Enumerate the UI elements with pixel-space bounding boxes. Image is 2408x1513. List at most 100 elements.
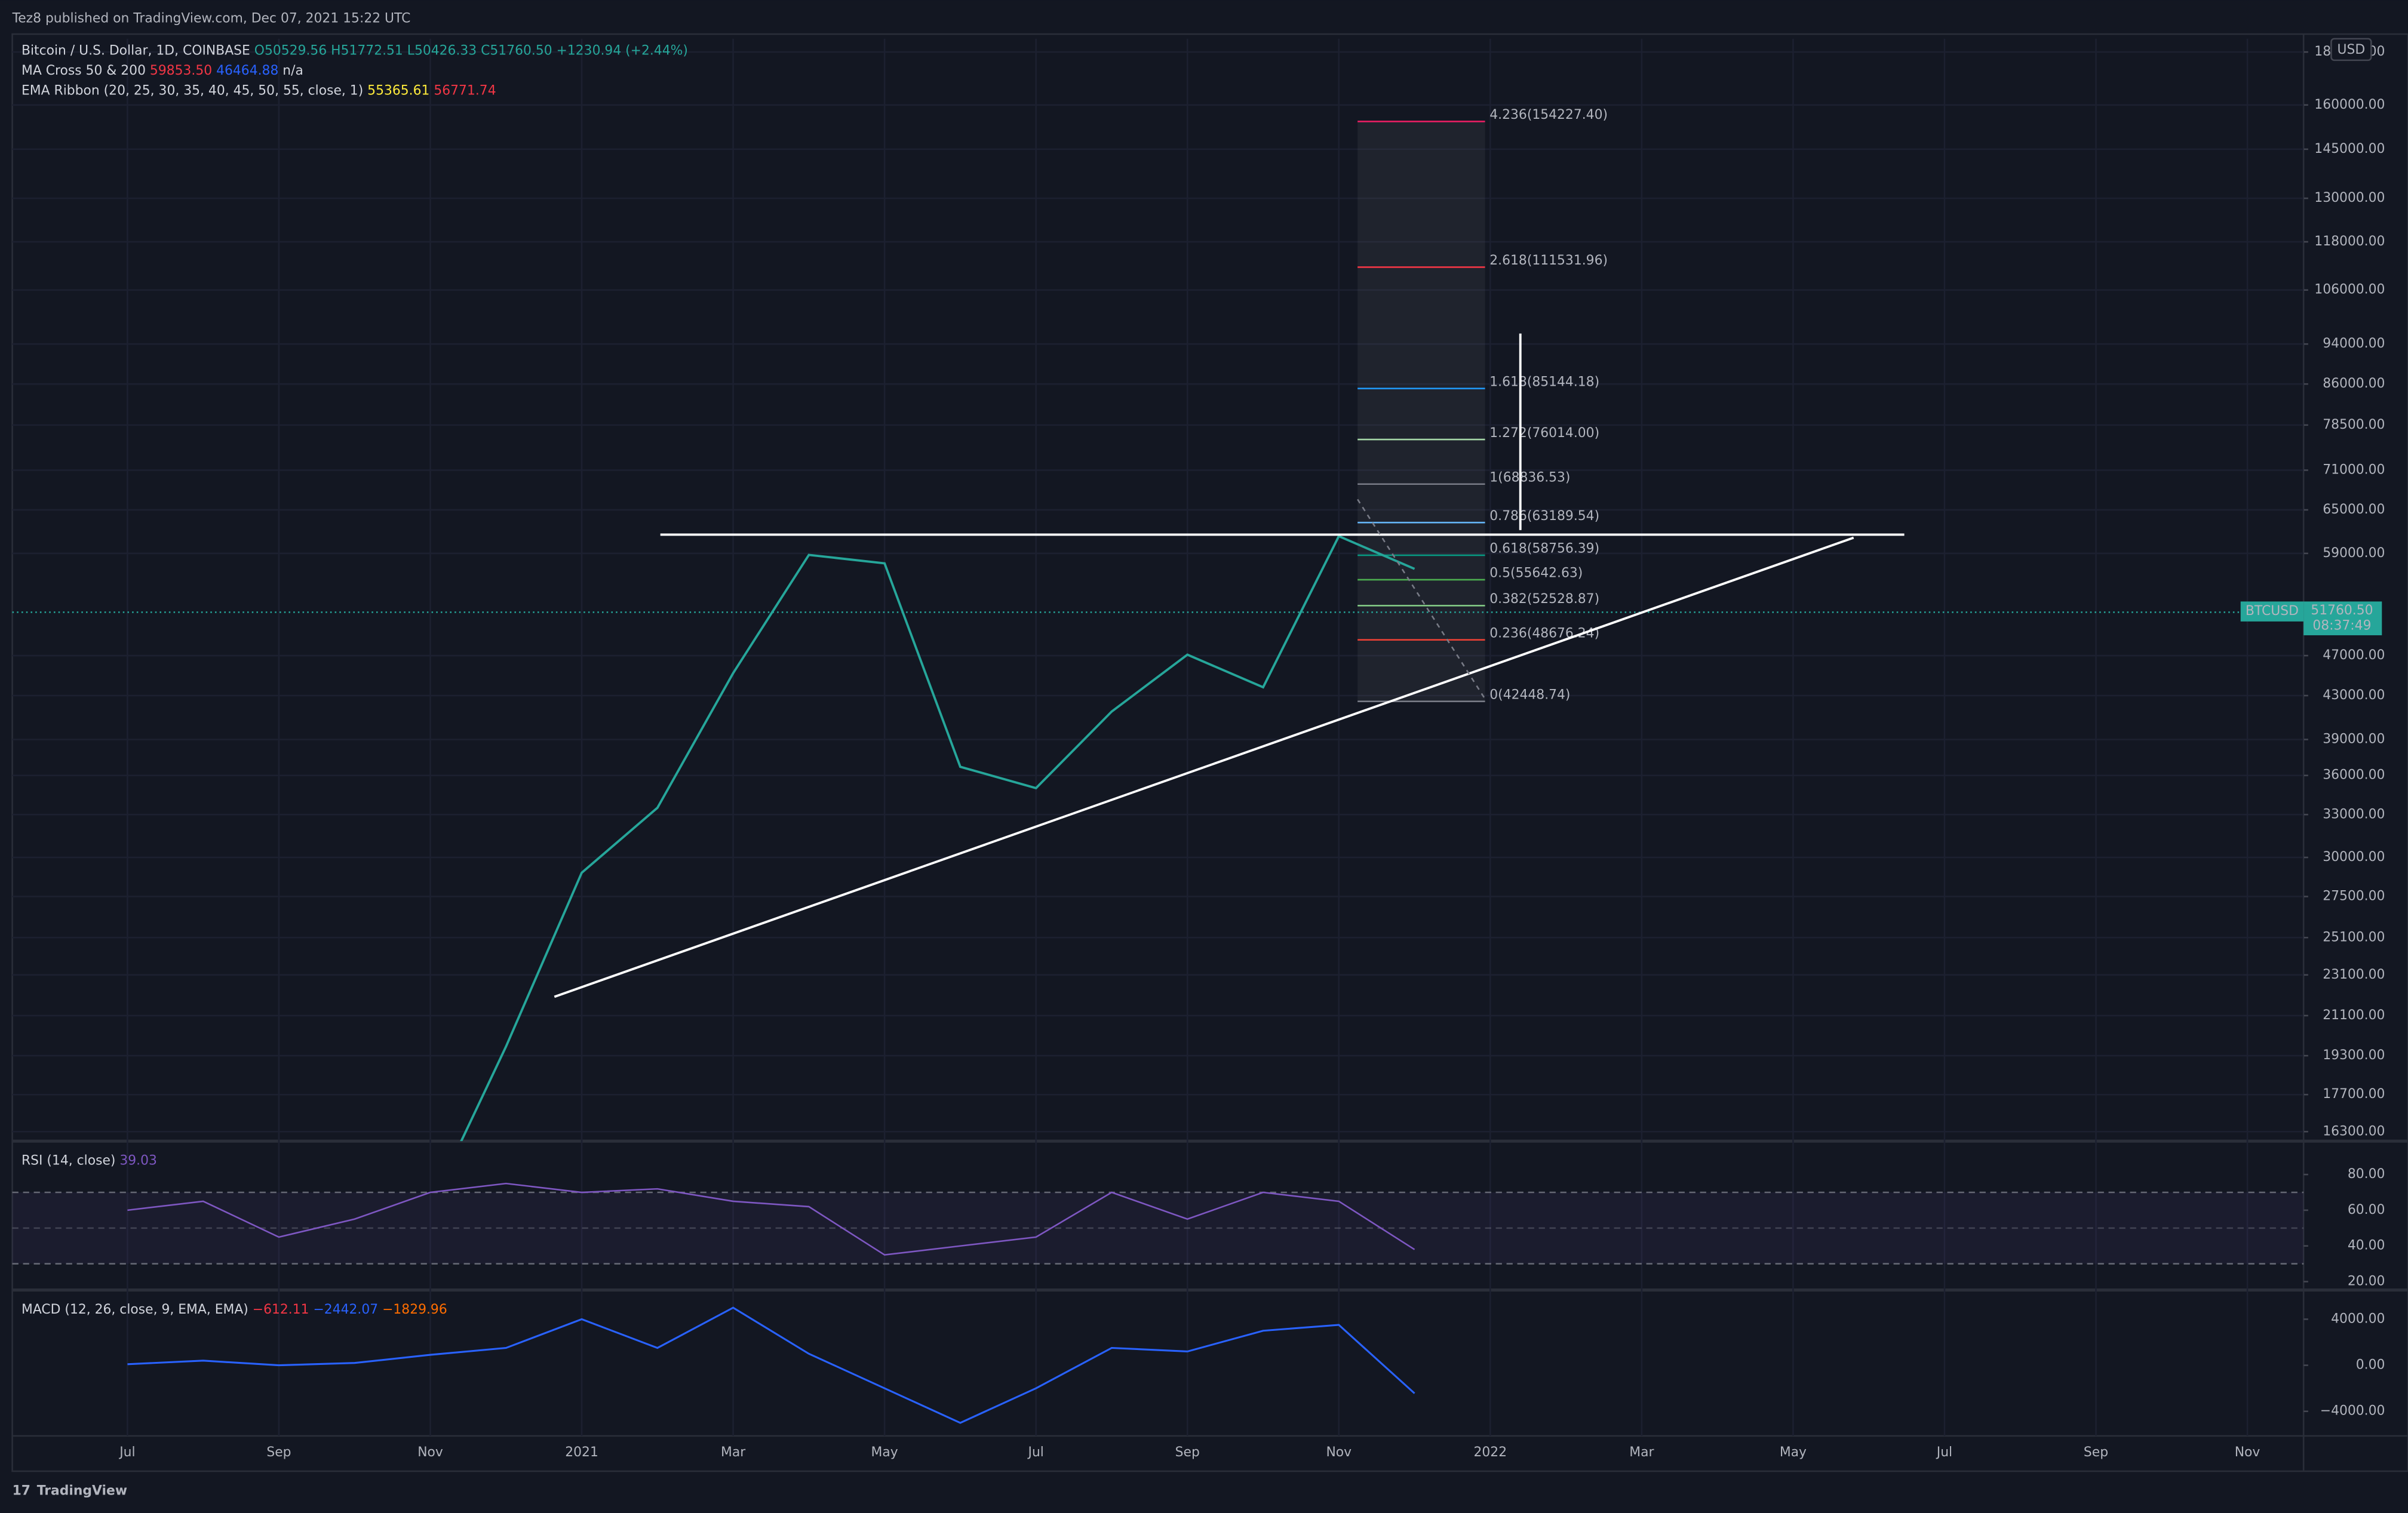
series-line — [460, 534, 1415, 1142]
trend-line — [554, 536, 1854, 998]
legend-line: RSI (14, close) 39.03 — [22, 1154, 157, 1168]
x-tick-label: Mar — [721, 1445, 745, 1460]
y-tick-label: 130000.00 — [2314, 190, 2385, 205]
x-tick-label: Sep — [2084, 1445, 2108, 1460]
indicator-value: 39.03 — [119, 1154, 157, 1168]
indicator-value: 59853.50 — [150, 63, 212, 78]
y-tick-label: 17700.00 — [2323, 1087, 2385, 1102]
y-tick-label: 40.00 — [2348, 1238, 2385, 1253]
fib-label: 0.5(55642.63) — [1489, 566, 1583, 581]
countdown: 08:37:49 — [2312, 619, 2371, 634]
indicator-value: 56771.74 — [434, 83, 496, 98]
last-price-label: 51760.50 — [2311, 603, 2373, 618]
x-tick-label: Jul — [1936, 1445, 1952, 1460]
indicator-value: −612.11 — [253, 1302, 309, 1317]
ohlc: C51760.50 — [481, 43, 552, 58]
x-tick-label: Jul — [1027, 1445, 1044, 1460]
y-tick-label: 145000.00 — [2314, 142, 2385, 156]
fib-trend — [1357, 499, 1486, 700]
y-tick-label: 23100.00 — [2323, 967, 2385, 982]
drawings — [554, 333, 1905, 998]
grid — [12, 38, 2308, 1436]
y-tick-label: 21100.00 — [2323, 1008, 2385, 1023]
y-tick-label: 60.00 — [2348, 1203, 2385, 1217]
x-tick-label: Sep — [266, 1445, 291, 1460]
x-tick-label: May — [1780, 1445, 1807, 1460]
fib-label: 1.272(76014.00) — [1489, 426, 1599, 441]
ohlc: O50529.56 — [254, 43, 327, 58]
ohlc: H51772.51 — [331, 43, 403, 58]
y-tick-label: 27500.00 — [2323, 889, 2385, 904]
y-tick-label: 16300.00 — [2323, 1124, 2385, 1139]
fib-label: 1.618(85144.18) — [1489, 374, 1599, 389]
legend-line: EMA Ribbon (20, 25, 30, 35, 40, 45, 50, … — [22, 83, 496, 98]
axes: Jul Sep Nov 2021 Mar May Jul Sep Nov 2022 Mar May Ju… — [118, 44, 2385, 1460]
y-tick-label: 160000.00 — [2314, 97, 2385, 112]
series-line — [127, 1182, 1415, 1256]
x-tick-label: Sep — [1175, 1445, 1200, 1460]
ohlc: L50426.33 — [407, 43, 477, 58]
indicator-name: EMA Ribbon (20, 25, 30, 35, 40, 45, 50, … — [22, 83, 363, 98]
fib-shade — [1357, 121, 1485, 702]
symbol-box — [2240, 601, 2304, 622]
fib-label: 0.382(52528.87) — [1489, 592, 1599, 607]
legend-line: Bitcoin / U.S. Dollar, 1D, COINBASE O505… — [22, 43, 688, 58]
indicator-name: MA Cross 50 & 200 — [22, 63, 146, 78]
y-tick-label: 59000.00 — [2323, 546, 2385, 561]
y-tick-label: 33000.00 — [2323, 807, 2385, 822]
fib-label: 1(68836.53) — [1489, 470, 1570, 485]
legend-line: MACD (12, 26, close, 9, EMA, EMA) −612.1… — [22, 1302, 447, 1317]
y-tick-label: 4000.00 — [2331, 1311, 2385, 1326]
indicator-value: 46464.88 — [216, 63, 278, 78]
y-tick-label: 106000.00 — [2314, 282, 2385, 297]
x-tick-label: 2022 — [1474, 1445, 1507, 1460]
x-tick-label: Jul — [118, 1445, 135, 1460]
y-tick-label: 86000.00 — [2323, 376, 2385, 391]
currency-badge[interactable] — [2330, 38, 2372, 61]
indicator-value: 55365.61 — [367, 83, 429, 98]
indicator-value: n/a — [282, 63, 303, 78]
y-tick-label: 118000.00 — [2314, 234, 2385, 249]
frame — [11, 33, 2408, 1472]
x-tick-label: May — [871, 1445, 898, 1460]
y-tick-label: 47000.00 — [2323, 648, 2385, 663]
fib-label: 0(42448.74) — [1489, 687, 1570, 702]
x-tick-label: Nov — [1326, 1445, 1352, 1460]
fib-label: 2.618(111531.96) — [1489, 253, 1608, 268]
publish-header: Tez8 published on TradingView.com, Dec 0… — [12, 11, 411, 26]
rsi-band-fill — [12, 1192, 2304, 1264]
y-tick-label: 0.00 — [2356, 1358, 2385, 1373]
y-tick-label: 19300.00 — [2323, 1048, 2385, 1063]
y-tick-label: 94000.00 — [2323, 336, 2385, 351]
y-tick-label: 36000.00 — [2323, 768, 2385, 783]
fib-label: 4.236(154227.40) — [1489, 107, 1608, 122]
fib-label: 0.786(63189.54) — [1489, 509, 1599, 524]
change: +1230.94 (+2.44%) — [557, 43, 688, 58]
footer-logo: TradingView — [37, 1483, 127, 1498]
indicator-name: RSI (14, close) — [22, 1154, 115, 1168]
fib-label: 0.618(58756.39) — [1489, 542, 1599, 556]
y-tick-label: −4000.00 — [2320, 1404, 2385, 1419]
x-tick-label: Nov — [2235, 1445, 2260, 1460]
y-tick-label: 71000.00 — [2323, 462, 2385, 477]
y-tick-label: 30000.00 — [2323, 850, 2385, 865]
y-tick-label: 20.00 — [2348, 1274, 2385, 1288]
legend-line: MA Cross 50 & 200 59853.50 46464.88 n/a — [22, 63, 303, 78]
y-tick-label: 80.00 — [2348, 1167, 2385, 1182]
y-tick-label: 39000.00 — [2323, 731, 2385, 746]
indicator-value: −1829.96 — [382, 1302, 447, 1317]
currency[interactable]: USD — [2338, 42, 2366, 57]
symbol-label: BTCUSD — [2246, 604, 2299, 619]
x-tick-label: 2021 — [565, 1445, 598, 1460]
y-tick-label: 78500.00 — [2323, 417, 2385, 432]
indicator-value: −2442.07 — [314, 1302, 379, 1317]
series-layer — [12, 534, 2304, 1424]
x-tick-label: Nov — [417, 1445, 443, 1460]
y-tick-label: 25100.00 — [2323, 930, 2385, 945]
fib-extension: 4.236(154227.40) 2.618(111531.96) 1.618(85… — [1357, 107, 1608, 702]
indicator-name: MACD (12, 26, close, 9, EMA, EMA) — [22, 1302, 248, 1317]
y-tick-label: 43000.00 — [2323, 688, 2385, 703]
symbol: Bitcoin / U.S. Dollar, 1D, COINBASE — [22, 43, 250, 58]
